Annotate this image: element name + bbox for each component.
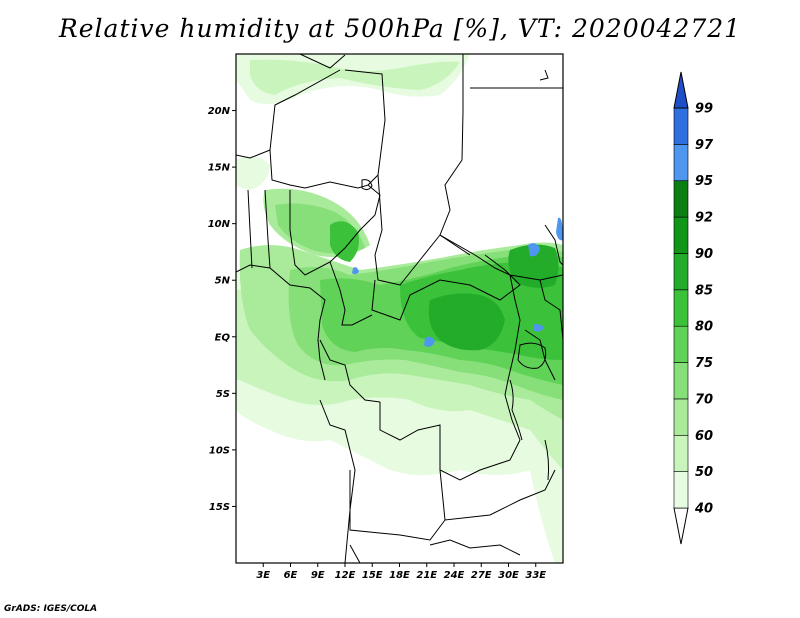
border-drc-west bbox=[319, 339, 381, 403]
colorbar-label: 40 bbox=[694, 502, 713, 517]
lon-tick-label: 6E bbox=[284, 570, 298, 581]
lat-tick-label: 20N bbox=[208, 106, 231, 117]
lon-tick-label: 12E bbox=[335, 570, 356, 581]
colorbar-box bbox=[673, 471, 689, 509]
country-borders bbox=[236, 54, 563, 563]
lat-tick-label: 15N bbox=[208, 163, 231, 174]
colorbar-label: 70 bbox=[695, 392, 713, 407]
border-drc-east bbox=[504, 319, 556, 441]
colorbar-box bbox=[673, 398, 689, 436]
colorbar-label: 99 bbox=[695, 102, 713, 117]
colorbar-label: 90 bbox=[695, 247, 713, 262]
rh-region-95-97-d bbox=[352, 267, 359, 275]
lake-malawi bbox=[544, 439, 550, 481]
lat-tick-label: 10N bbox=[208, 219, 231, 230]
lon-tick-label: 33E bbox=[525, 570, 546, 581]
rh-region-80-85-west bbox=[330, 221, 359, 262]
border-car bbox=[371, 254, 521, 321]
colorbar-label: 75 bbox=[695, 356, 713, 371]
colorbar-bottom-triangle bbox=[673, 507, 689, 545]
lake-victoria bbox=[517, 342, 547, 369]
colorbar-top-triangle bbox=[673, 71, 689, 109]
lat-tick-label: 5N bbox=[215, 276, 231, 287]
grads-credit: GrADS: IGES/COLA bbox=[4, 604, 98, 614]
colorbar-box bbox=[673, 216, 689, 254]
map-title: Relative humidity at 500hPa [%], VT: 202… bbox=[58, 14, 742, 43]
colorbar-label: 80 bbox=[695, 320, 713, 335]
lon-tick-label: 9E bbox=[311, 570, 325, 581]
colorbar: 40 50 60 70 75 80 85 90 92 95 97 99 bbox=[673, 71, 714, 545]
border-sudan-south-sudan bbox=[439, 234, 563, 281]
lon-tick-label: 18E bbox=[389, 570, 410, 581]
border-togo-benin bbox=[247, 189, 271, 269]
rh-region-95-97-e bbox=[533, 324, 544, 332]
lon-tick-label: 21E bbox=[416, 570, 437, 581]
lon-tick-label: 27E bbox=[471, 570, 492, 581]
colorbar-box bbox=[673, 289, 689, 327]
border-nigeria bbox=[289, 190, 376, 276]
colorbar-box bbox=[673, 180, 689, 218]
border-angola-coast bbox=[319, 399, 356, 563]
rh-region-40-50-west bbox=[236, 156, 270, 190]
colorbar-box bbox=[673, 144, 689, 182]
humidity-shading bbox=[236, 54, 563, 563]
rh-region-85-90 bbox=[428, 293, 505, 351]
border-bottom-south bbox=[349, 539, 521, 563]
lake-tanganyika bbox=[509, 379, 523, 441]
lat-tick-label: 15S bbox=[209, 502, 230, 513]
colorbar-box bbox=[673, 434, 689, 472]
colorbar-label: 50 bbox=[695, 465, 713, 480]
colorbar-box bbox=[673, 107, 689, 145]
border-west-africa-coast bbox=[236, 264, 326, 381]
lon-tick-label: 30E bbox=[498, 570, 519, 581]
border-drc-angola bbox=[379, 402, 521, 481]
colorbar-box bbox=[673, 362, 689, 400]
border-algeria-mali bbox=[236, 69, 341, 159]
colorbar-label: 85 bbox=[695, 283, 713, 298]
colorbar-label: 95 bbox=[695, 174, 713, 189]
border-south-sudan-east bbox=[509, 274, 563, 341]
lon-tick-label: 15E bbox=[362, 570, 383, 581]
latitude-axis: 20N 15N 10N 5N EQ 5S 10S 15S bbox=[208, 106, 236, 513]
border-chad bbox=[374, 174, 441, 286]
rh-region-95-97-b bbox=[556, 217, 563, 241]
lon-tick-label: 3E bbox=[256, 570, 270, 581]
lat-tick-label: 10S bbox=[209, 445, 230, 456]
lon-tick-label: 24E bbox=[444, 570, 465, 581]
colorbar-label: 60 bbox=[695, 429, 713, 444]
rh-region-95-97-c bbox=[424, 336, 435, 347]
border-cameroon-coast bbox=[329, 261, 373, 326]
coast-northeast bbox=[539, 69, 549, 81]
border-zambia bbox=[439, 469, 556, 521]
border-mali-niger-burkina bbox=[269, 149, 381, 216]
border-libya-niger bbox=[299, 54, 386, 186]
lat-tick-label: EQ bbox=[215, 332, 231, 343]
colorbar-box bbox=[673, 325, 689, 363]
lat-tick-label: 5S bbox=[216, 389, 230, 400]
rh-region-95-97-a bbox=[528, 243, 540, 257]
rh-region-50-60-north bbox=[250, 59, 460, 95]
colorbar-label: 92 bbox=[695, 211, 713, 226]
lake-chad bbox=[361, 179, 373, 191]
colorbar-box bbox=[673, 253, 689, 291]
ethiopia-border bbox=[544, 224, 563, 266]
colorbar-label: 97 bbox=[695, 138, 714, 153]
longitude-axis: 3E 6E 9E 12E 15E 18E 21E 24E 27E 30E 33E bbox=[256, 563, 546, 581]
